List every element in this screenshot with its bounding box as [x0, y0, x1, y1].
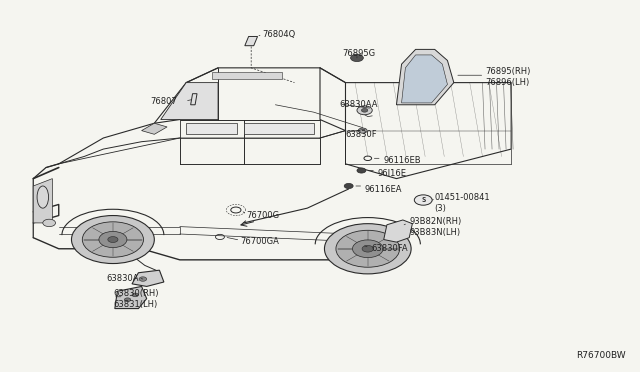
Polygon shape [186, 123, 237, 134]
Text: 63830A: 63830A [106, 274, 138, 283]
Circle shape [336, 230, 399, 267]
Circle shape [99, 231, 127, 248]
Circle shape [362, 109, 368, 112]
Polygon shape [415, 197, 422, 203]
Circle shape [324, 224, 411, 274]
Circle shape [357, 168, 366, 173]
Circle shape [43, 219, 56, 227]
Circle shape [72, 215, 154, 263]
Polygon shape [33, 179, 52, 223]
Ellipse shape [37, 186, 49, 208]
Text: 63830FA: 63830FA [371, 244, 408, 253]
Text: 76895(RH)
76896(LH): 76895(RH) 76896(LH) [486, 67, 531, 87]
Polygon shape [245, 36, 257, 46]
Text: 96116EB: 96116EB [384, 155, 421, 165]
Polygon shape [212, 71, 282, 79]
Text: 96116EA: 96116EA [365, 185, 402, 194]
Text: 63830AA: 63830AA [339, 100, 378, 109]
Circle shape [139, 277, 147, 281]
Circle shape [362, 246, 374, 252]
Circle shape [124, 298, 131, 302]
Polygon shape [115, 286, 147, 309]
Polygon shape [161, 83, 218, 119]
Polygon shape [191, 94, 197, 105]
Circle shape [351, 54, 364, 62]
Text: 76700G: 76700G [246, 211, 280, 220]
Text: S: S [421, 197, 426, 203]
Polygon shape [132, 270, 164, 286]
Text: 76807: 76807 [150, 97, 177, 106]
Text: 76804Q: 76804Q [262, 30, 296, 39]
Polygon shape [244, 123, 314, 134]
Circle shape [357, 106, 372, 115]
Polygon shape [396, 49, 454, 105]
Circle shape [353, 240, 383, 258]
Circle shape [344, 183, 353, 189]
Circle shape [414, 195, 432, 205]
Text: 63830(RH)
63831(LH): 63830(RH) 63831(LH) [113, 289, 159, 309]
Text: R76700BW: R76700BW [576, 350, 626, 359]
Polygon shape [384, 220, 412, 242]
Circle shape [358, 128, 367, 133]
Polygon shape [401, 55, 447, 103]
Text: 76895G: 76895G [342, 49, 376, 58]
Text: 63830F: 63830F [346, 130, 377, 139]
Circle shape [83, 222, 143, 257]
Polygon shape [141, 123, 167, 134]
Circle shape [108, 237, 118, 243]
Text: 01451-00841
(3): 01451-00841 (3) [435, 193, 490, 213]
Text: 96I16E: 96I16E [378, 169, 406, 177]
Text: 76700GA: 76700GA [241, 237, 279, 246]
Text: 93B82N(RH)
93B83N(LH): 93B82N(RH) 93B83N(LH) [409, 217, 461, 237]
Circle shape [132, 293, 138, 297]
